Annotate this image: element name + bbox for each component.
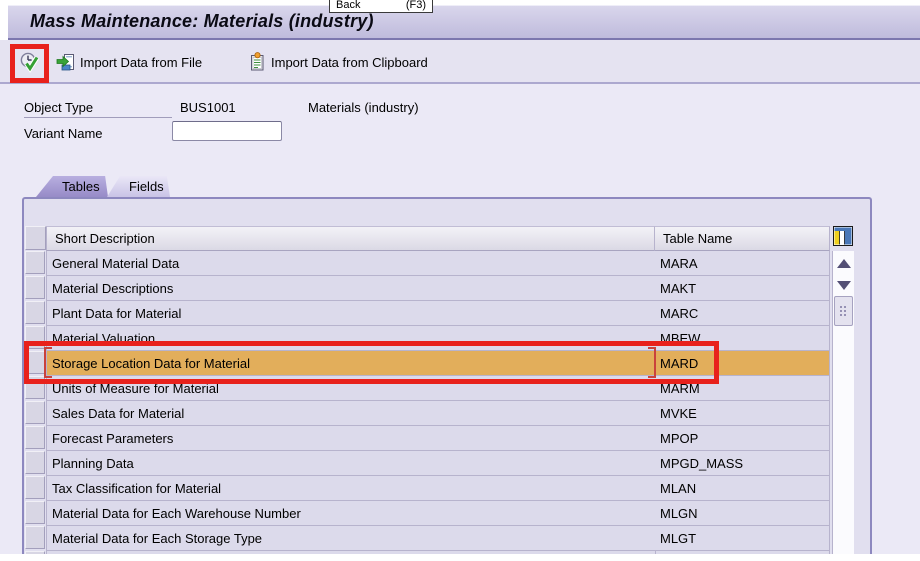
object-type-label: Object Type xyxy=(24,100,94,115)
annotation-bracket-right xyxy=(648,347,656,378)
cell-table-name[interactable]: MAKT xyxy=(655,276,830,301)
cell-table-name[interactable]: MARM xyxy=(655,376,830,401)
tab-tables-label: Tables xyxy=(62,179,100,194)
cell-table-name[interactable]: MLGT xyxy=(655,526,830,551)
table-row[interactable]: Material Descriptions MAKT xyxy=(25,276,830,301)
cell-short-description[interactable]: Material Data for Each Warehouse Number xyxy=(46,501,655,526)
row-selector[interactable] xyxy=(25,501,45,524)
cell-short-description[interactable]: Sales Data for Material xyxy=(46,401,655,426)
cell-short-description[interactable]: Planning Data xyxy=(46,451,655,476)
object-type-value: BUS1001 xyxy=(180,100,236,115)
cell-table-name[interactable]: MLGN xyxy=(655,501,830,526)
table-row[interactable]: Material Data for Each Storage Type MLGT xyxy=(25,526,830,551)
column-header-label: Short Description xyxy=(55,231,155,246)
row-selector[interactable] xyxy=(25,276,45,299)
table-row[interactable]: General Material Data MARA xyxy=(25,251,830,276)
table-row[interactable]: Storage Location Data for Material MARD xyxy=(25,351,830,376)
table-row[interactable]: Tax Classification for Material MLAN xyxy=(25,476,830,501)
object-type-underline xyxy=(24,117,172,118)
table-row[interactable]: Material Data for Each Warehouse Number … xyxy=(25,501,830,526)
tab-tables[interactable]: Tables xyxy=(36,176,108,197)
import-clipboard-icon xyxy=(247,52,267,72)
tab-fields-label: Fields xyxy=(129,179,164,194)
row-selector[interactable] xyxy=(25,526,45,549)
application-toolbar: Import Data from File Import Data from C… xyxy=(0,40,920,84)
column-layout-icon xyxy=(833,226,853,251)
import-file-icon xyxy=(56,52,76,72)
thumb-grip xyxy=(840,306,848,318)
column-layout-button[interactable] xyxy=(830,226,856,251)
row-selector[interactable] xyxy=(25,451,45,474)
import-data-from-clipboard-button[interactable]: Import Data from Clipboard xyxy=(247,50,428,74)
cell-table-name[interactable]: MVKE xyxy=(655,401,830,426)
select-all-cell[interactable] xyxy=(25,226,46,250)
annotation-bracket-left xyxy=(44,347,52,378)
cell-table-name[interactable]: MARC xyxy=(655,301,830,326)
annotation-box-mard-row xyxy=(24,341,719,384)
cell-short-description[interactable]: Forecast Parameters xyxy=(46,426,655,451)
column-header-label: Table Name xyxy=(663,231,733,246)
bottom-edge xyxy=(0,554,920,561)
table-row[interactable]: Material Valuation MBEW xyxy=(25,326,830,351)
top-left-corner xyxy=(0,0,8,40)
page-title: Mass Maintenance: Materials (industry) xyxy=(30,11,374,31)
column-header-table-name[interactable]: Table Name xyxy=(655,226,830,251)
cell-table-name[interactable]: MPOP xyxy=(655,426,830,451)
cell-table-name[interactable]: MLAN xyxy=(655,476,830,501)
execute-clock-check-icon xyxy=(19,51,41,73)
row-selector[interactable] xyxy=(25,426,45,449)
vertical-scrollbar[interactable] xyxy=(832,251,854,561)
table-row[interactable]: Forecast Parameters MPOP xyxy=(25,426,830,451)
tab-fields[interactable]: Fields xyxy=(107,176,170,197)
cell-table-name[interactable]: MARA xyxy=(655,251,830,276)
scrollbar-thumb[interactable] xyxy=(834,296,853,326)
object-type-description: Materials (industry) xyxy=(308,100,419,115)
title-bar xyxy=(8,5,920,40)
table-header-row: Short Description Table Name xyxy=(25,226,856,251)
cell-short-description[interactable]: Material Descriptions xyxy=(46,276,655,301)
cell-table-name[interactable]: MARD xyxy=(655,351,830,376)
variant-name-label: Variant Name xyxy=(24,126,103,141)
import-clipboard-label: Import Data from Clipboard xyxy=(271,54,428,70)
row-selector[interactable] xyxy=(25,251,45,274)
cell-short-description[interactable]: Storage Location Data for Material xyxy=(46,351,655,376)
table-row[interactable]: Sales Data for Material MVKE xyxy=(25,401,830,426)
scroll-down-icon[interactable] xyxy=(837,281,851,290)
row-selector[interactable] xyxy=(25,301,45,324)
column-header-short-description[interactable]: Short Description xyxy=(46,226,655,251)
row-selector[interactable] xyxy=(25,476,45,499)
execute-button[interactable] xyxy=(19,50,41,74)
table-row[interactable]: Planning Data MPGD_MASS xyxy=(25,451,830,476)
cell-table-name[interactable]: MPGD_MASS xyxy=(655,451,830,476)
cell-table-name[interactable]: MBEW xyxy=(655,326,830,351)
back-tooltip-shortcut: (F3) xyxy=(405,0,426,11)
table-row[interactable]: Plant Data for Material MARC xyxy=(25,301,830,326)
cell-short-description[interactable]: General Material Data xyxy=(46,251,655,276)
cell-short-description[interactable]: Tax Classification for Material xyxy=(46,476,655,501)
cell-short-description[interactable]: Material Data for Each Storage Type xyxy=(46,526,655,551)
back-tooltip: Back (F3) xyxy=(329,0,433,13)
annotation-box-execute xyxy=(10,44,49,83)
top-edge xyxy=(0,0,920,5)
row-selector[interactable] xyxy=(25,401,45,424)
cell-short-description[interactable]: Material Valuation xyxy=(46,326,655,351)
table-rows: General Material Data MARA Material Desc… xyxy=(25,251,830,551)
import-file-label: Import Data from File xyxy=(80,54,203,70)
import-data-from-file-button[interactable]: Import Data from File xyxy=(56,50,202,74)
cell-short-description[interactable]: Plant Data for Material xyxy=(46,301,655,326)
back-tooltip-label: Back xyxy=(336,0,361,11)
variant-name-input[interactable] xyxy=(172,121,282,141)
scroll-up-icon[interactable] xyxy=(837,259,851,268)
